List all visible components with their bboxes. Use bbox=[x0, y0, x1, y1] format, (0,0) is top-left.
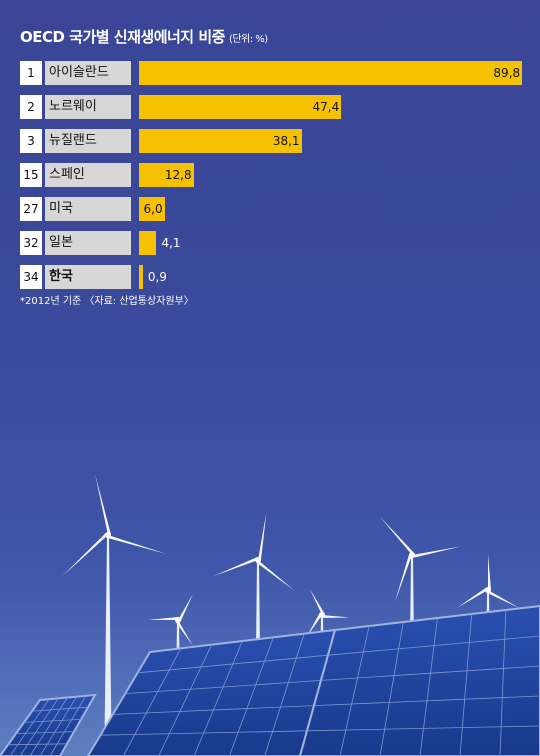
bar bbox=[139, 163, 194, 187]
category-label: 한국 bbox=[45, 265, 131, 289]
footnote: *2012년 기준 〈자료: 산업통상자원부〉 bbox=[20, 296, 194, 307]
category-label: 미국 bbox=[45, 197, 131, 221]
bar-row: 15 스페인 12,8 bbox=[20, 163, 525, 187]
category-label: 뉴질랜드 bbox=[45, 129, 131, 153]
bar-row: 34 한국 0,9 bbox=[20, 265, 525, 289]
bar bbox=[139, 95, 342, 119]
rank-label: 2 bbox=[20, 95, 42, 119]
rank-label: 27 bbox=[20, 197, 42, 221]
bar bbox=[139, 129, 302, 153]
bar-row: 3 뉴질랜드 38,1 bbox=[20, 129, 525, 153]
bar-row: 27 미국 6,0 bbox=[20, 197, 525, 221]
category-label: 일본 bbox=[45, 231, 131, 255]
rank-label: 32 bbox=[20, 231, 42, 255]
data-label: 0,9 bbox=[147, 270, 167, 284]
rank-label: 15 bbox=[20, 163, 42, 187]
chart-title-text: OECD 국가별 신재생에너지 비중 bbox=[20, 28, 225, 46]
data-label: 4,1 bbox=[161, 236, 181, 250]
data-label: 47,4 bbox=[312, 100, 340, 114]
data-label: 6,0 bbox=[143, 202, 163, 216]
bar-row: 32 일본 4,1 bbox=[20, 231, 525, 255]
data-label: 38,1 bbox=[272, 134, 300, 148]
rank-label: 34 bbox=[20, 265, 42, 289]
bar bbox=[139, 231, 157, 255]
bar bbox=[139, 61, 523, 85]
category-label: 스페인 bbox=[45, 163, 131, 187]
category-label: 노르웨이 bbox=[45, 95, 131, 119]
rank-label: 3 bbox=[20, 129, 42, 153]
solar-panel bbox=[0, 693, 97, 756]
bar bbox=[139, 197, 165, 221]
wind-turbine bbox=[61, 474, 167, 740]
data-label: 89,8 bbox=[493, 66, 521, 80]
bar bbox=[139, 265, 143, 289]
bar-row: 1 아이슬란드 89,8 bbox=[20, 61, 525, 85]
rank-label: 1 bbox=[20, 61, 42, 85]
bar-row: 2 노르웨이 47,4 bbox=[20, 95, 525, 119]
chart-title: OECD 국가별 신재생에너지 비중 (단위: %) bbox=[20, 26, 268, 47]
data-label: 12,8 bbox=[164, 168, 192, 182]
solar-panel bbox=[86, 628, 337, 756]
unit-label: (단위: %) bbox=[228, 34, 268, 45]
category-label: 아이슬란드 bbox=[45, 61, 131, 85]
solar-panel bbox=[298, 604, 540, 756]
